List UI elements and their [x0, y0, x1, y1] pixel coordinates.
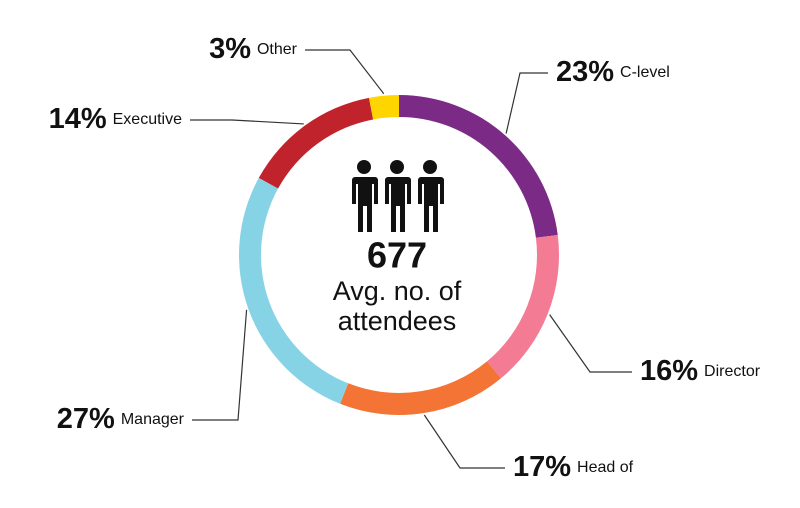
- category-label: Other: [257, 41, 298, 58]
- donut-segment: [340, 361, 501, 415]
- category-label: C-level: [620, 64, 670, 81]
- center-label: attendees: [338, 306, 457, 336]
- leader-line: [505, 72, 548, 134]
- leader-line: [305, 49, 385, 95]
- value-label: 3%: [209, 33, 251, 65]
- segment-label: 3% Other: [209, 33, 298, 65]
- category-label: Executive: [113, 111, 182, 128]
- segment-label: 23% C-level: [556, 56, 670, 88]
- value-label: 14%: [49, 103, 107, 135]
- donut-segment: [258, 97, 374, 189]
- leader-line: [423, 414, 505, 469]
- category-label: Director: [704, 363, 761, 380]
- leader-line: [192, 309, 248, 421]
- center-value: 677: [367, 235, 427, 276]
- category-label: Head of: [577, 459, 634, 476]
- donut-segment: [399, 95, 558, 238]
- donut-segment: [369, 95, 399, 120]
- segment-label: 27% Manager: [57, 403, 185, 435]
- category-label: Manager: [121, 411, 185, 428]
- segment-label: 16% Director: [640, 355, 761, 387]
- segment-label: 14% Executive: [49, 103, 183, 135]
- donut-segment: [486, 234, 559, 379]
- value-label: 16%: [640, 355, 698, 387]
- segment-label: 17% Head of: [513, 451, 634, 483]
- donut-segment: [239, 177, 349, 404]
- leader-line: [190, 119, 304, 125]
- center-label: Avg. no. of: [333, 276, 462, 306]
- value-label: 27%: [57, 403, 115, 435]
- value-label: 23%: [556, 56, 614, 88]
- leader-line: [549, 314, 632, 373]
- people-icon: [352, 160, 444, 232]
- value-label: 17%: [513, 451, 571, 483]
